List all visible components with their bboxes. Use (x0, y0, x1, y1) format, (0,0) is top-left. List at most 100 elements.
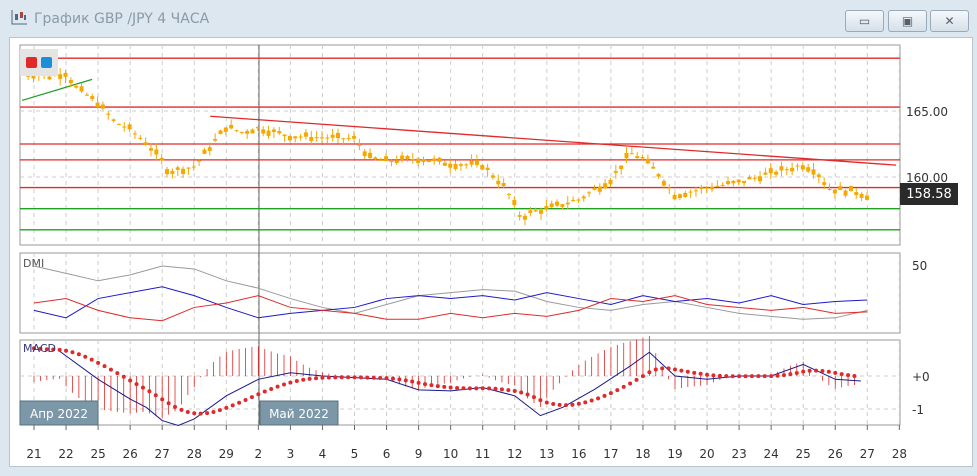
signal-dot (512, 388, 517, 393)
signal-dot (243, 397, 248, 402)
signal-dot (551, 401, 556, 406)
candle-body (629, 153, 634, 155)
close-button[interactable]: ✕ (930, 10, 969, 32)
signal-dot (307, 376, 312, 381)
signal-dot (185, 410, 190, 415)
candle-body (346, 137, 351, 139)
candle-body (100, 104, 105, 109)
minimize-button[interactable]: ▭ (845, 10, 884, 32)
candle-body (848, 185, 853, 192)
candle-body (645, 158, 650, 164)
candle-body (790, 167, 795, 172)
signal-dot (634, 377, 639, 382)
candle-body (464, 164, 469, 166)
candle-body (170, 170, 175, 174)
candle-body (186, 167, 191, 169)
candle-body (811, 169, 816, 175)
signal-dot (692, 370, 697, 375)
signal-dot (685, 369, 690, 374)
candle-body (336, 132, 341, 139)
candle-body (549, 203, 554, 208)
signal-dot (134, 382, 139, 387)
candle-body (202, 149, 207, 154)
signal-dot (775, 373, 780, 378)
signal-dot (647, 370, 652, 375)
color-toggle-group (20, 49, 58, 76)
candle-body (314, 137, 319, 139)
x-tick-label: 24 (764, 447, 779, 461)
candle-body (330, 134, 335, 138)
candle-body (485, 167, 490, 171)
trendline-red (210, 115, 897, 166)
signal-dot (730, 374, 735, 379)
candle-body (245, 130, 250, 134)
signal-dot (96, 360, 101, 365)
signal-dot (249, 395, 254, 400)
candle-body (571, 199, 576, 202)
candle-body (726, 181, 731, 185)
signal-dot (378, 375, 383, 380)
signal-dot (839, 372, 844, 377)
candle-body (405, 155, 410, 160)
signal-dot (256, 392, 261, 397)
candle-body (143, 142, 148, 146)
pane-frame (19, 252, 901, 334)
signal-dot (70, 350, 75, 355)
signal-dot (493, 386, 498, 391)
signal-dot (224, 405, 229, 410)
candle-body (400, 155, 405, 160)
candle-body (341, 138, 346, 140)
candle-body (581, 196, 586, 199)
candle-body (90, 96, 95, 99)
candle-body (539, 210, 544, 214)
signal-dot (108, 367, 113, 372)
signal-dot (621, 384, 626, 389)
candle-body (651, 166, 656, 169)
signal-dot (390, 376, 395, 381)
signal-dot (826, 369, 831, 374)
candle-body (843, 190, 848, 196)
chart-panel[interactable] (9, 37, 973, 467)
restore-button[interactable]: ▣ (888, 10, 927, 32)
candle-body (480, 165, 485, 170)
signal-dot (608, 391, 613, 396)
signal-dot (76, 352, 81, 357)
signal-dot (801, 369, 806, 374)
pane-frame (19, 44, 901, 246)
signal-dot (583, 400, 588, 405)
candle-body (122, 126, 127, 128)
signal-dot (576, 401, 581, 406)
candle-body (533, 210, 538, 212)
candle-body (667, 187, 672, 189)
candle-body (357, 144, 362, 146)
candle-body (63, 72, 68, 77)
red-toggle-button[interactable] (26, 57, 37, 68)
x-tick-label: 17 (603, 447, 618, 461)
candle-body (416, 158, 421, 163)
pane-frame (19, 339, 901, 426)
close-icon: ✕ (944, 14, 955, 28)
candle-body (822, 182, 827, 185)
candle-body (426, 160, 431, 162)
plus-di-line (33, 286, 868, 319)
candle-body (368, 152, 373, 158)
candle-body (234, 130, 239, 132)
signal-dot (89, 357, 94, 362)
candle-body (175, 167, 180, 170)
blue-toggle-button[interactable] (41, 57, 52, 68)
candle-body (437, 157, 442, 162)
trendline-green (21, 78, 93, 102)
candle-body (704, 187, 709, 189)
candle-body (763, 172, 768, 175)
candle-body (421, 159, 426, 162)
x-tick-label: 10 (443, 447, 458, 461)
signal-dot (781, 373, 786, 378)
candle-body (784, 169, 789, 171)
candle-body (806, 167, 811, 172)
signal-dot (429, 383, 434, 388)
candle-body (106, 113, 111, 115)
signal-dot (852, 374, 857, 379)
candle-body (303, 132, 308, 137)
candle-body (693, 190, 698, 192)
